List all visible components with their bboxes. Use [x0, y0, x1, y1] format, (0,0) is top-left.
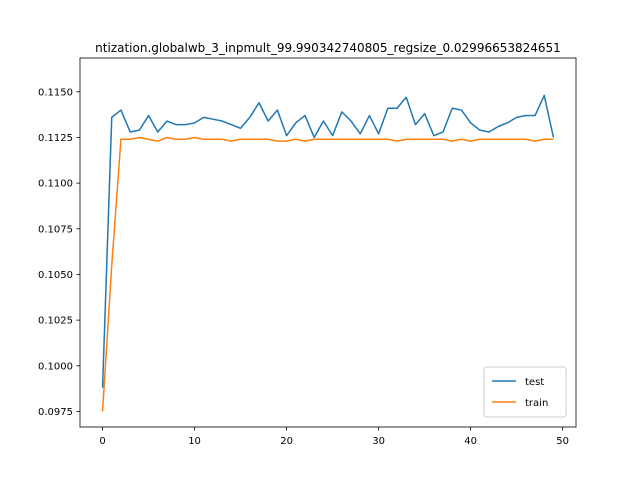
- series-line-train: [101, 136, 554, 412]
- y-tick-label: 0.1025: [38, 316, 73, 327]
- plot-area: [79, 57, 577, 428]
- series-line-test: [101, 94, 555, 388]
- x-tick-label: 50: [556, 436, 569, 447]
- y-tick-label: 0.1000: [38, 361, 73, 372]
- x-tick-label: 0: [99, 436, 105, 447]
- legend: test train: [483, 366, 567, 418]
- plot-background: [80, 58, 576, 427]
- series-layer: [101, 94, 555, 412]
- x-axis: 0 10 20 30 40 50: [99, 427, 569, 447]
- legend-label-test: test: [525, 377, 544, 388]
- y-tick-label: 0.0975: [38, 407, 73, 418]
- legend-label-train: train: [525, 398, 548, 409]
- legend-box: [483, 366, 567, 418]
- x-tick-label: 30: [372, 436, 385, 447]
- chart-title: ntization.globalwb_3_inpmult_99.99034274…: [95, 41, 561, 55]
- x-tick-label: 20: [280, 436, 293, 447]
- x-tick-label: 10: [188, 436, 201, 447]
- y-tick-label: 0.1125: [38, 133, 73, 144]
- y-axis: 0.0975 0.1000 0.1025 0.1050 0.1075 0.1100 0.11…: [38, 87, 80, 418]
- y-tick-label: 0.1150: [38, 87, 73, 98]
- x-tick-label: 40: [464, 436, 477, 447]
- y-tick-label: 0.1075: [38, 224, 73, 235]
- y-tick-label: 0.1050: [38, 270, 73, 281]
- plot-frame: [79, 57, 577, 428]
- y-tick-label: 0.1100: [38, 179, 73, 190]
